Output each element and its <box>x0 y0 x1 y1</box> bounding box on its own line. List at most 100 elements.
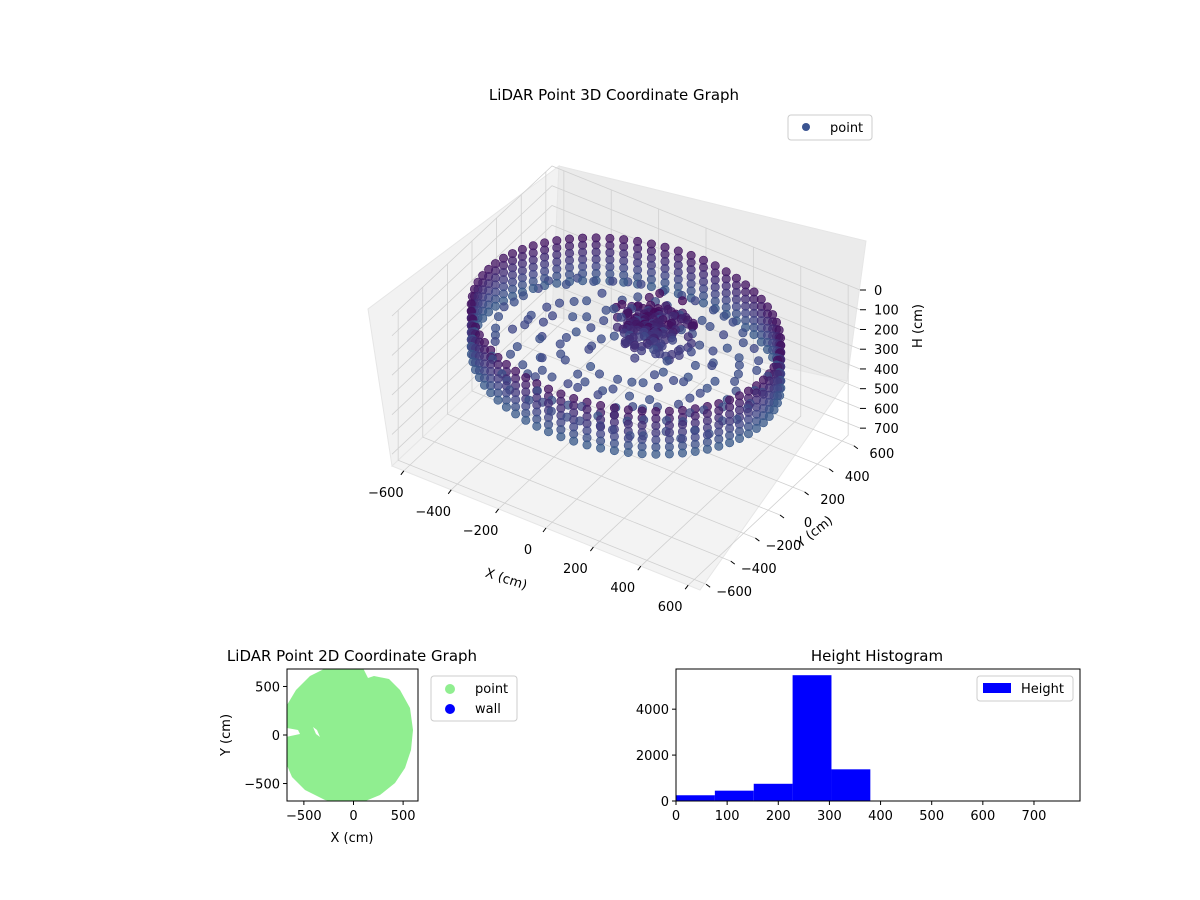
axes-histogram <box>675 668 1081 802</box>
legend-3d-label: point <box>830 121 863 136</box>
point-3d <box>552 278 562 288</box>
point-3d <box>743 429 753 439</box>
y-tick-label-3d: −200 <box>766 539 802 554</box>
legend-2d-label-point: point <box>475 682 508 697</box>
point-3d <box>733 369 743 379</box>
point-3d <box>674 350 684 360</box>
grid-line-y <box>397 310 707 585</box>
point-3d <box>501 402 511 412</box>
point-3d <box>582 296 592 306</box>
x-tick-3d <box>637 565 642 571</box>
legend-2d-label-wall: wall <box>475 702 501 717</box>
y-tick-label-3d: −600 <box>716 585 752 600</box>
legend-2d: point wall <box>430 675 518 722</box>
point-3d <box>547 372 557 382</box>
point-3d <box>690 360 700 370</box>
point-3d <box>719 311 729 321</box>
point-3d <box>734 353 744 363</box>
point-3d <box>569 296 579 306</box>
legend-2d-marker-point <box>445 684 455 694</box>
point-3d <box>702 444 712 454</box>
point-3d <box>624 391 634 401</box>
point-3d <box>573 382 583 392</box>
point-3d <box>596 334 606 344</box>
z-tick-label-3d: 400 <box>874 363 899 378</box>
point-3d <box>518 291 528 301</box>
point-3d <box>542 302 552 312</box>
point-3d <box>633 292 643 302</box>
grid-line-x <box>403 170 565 472</box>
point-3d <box>669 375 679 385</box>
point-3d <box>511 409 521 419</box>
point-3d <box>537 365 547 375</box>
x-tick-label-histogram: 600 <box>970 809 995 824</box>
point-3d <box>613 374 623 384</box>
point-3d <box>619 277 629 287</box>
point-3d <box>751 423 761 433</box>
legend-3d-marker <box>802 123 810 131</box>
x-axis-2d: −500 0 500 <box>286 801 416 824</box>
point-3d <box>668 335 678 345</box>
point-3d <box>695 388 705 398</box>
point-3d <box>714 441 724 451</box>
point-3d <box>646 282 656 292</box>
point-3d <box>664 449 674 459</box>
point-3d <box>649 370 659 380</box>
point-3d <box>738 328 748 338</box>
point-3d <box>597 288 607 298</box>
point-3d <box>589 276 599 286</box>
point-3d <box>609 331 619 341</box>
point-3d <box>493 312 503 322</box>
plot-2d: LiDAR Point 2D Coordinate Graph −500 0 500… <box>219 647 518 846</box>
point-3d <box>722 343 732 353</box>
point-3d <box>677 296 687 306</box>
point-3d <box>719 330 729 340</box>
point-3d <box>505 349 515 359</box>
point-3d <box>582 312 592 322</box>
point-3d <box>608 384 618 394</box>
point-3d <box>499 302 509 312</box>
point-3d <box>554 298 564 308</box>
point-3d <box>651 449 661 459</box>
point-3d <box>677 448 687 458</box>
point-3d <box>543 427 553 437</box>
point-3d <box>568 312 578 322</box>
y-tick-3d <box>804 491 809 496</box>
point-3d <box>532 421 542 431</box>
point-3d <box>586 361 596 371</box>
point-3d <box>662 356 672 366</box>
point-3d <box>734 360 744 370</box>
point-3d <box>764 411 774 421</box>
point-3d <box>749 343 759 353</box>
point-3d <box>594 369 604 379</box>
histogram-bar <box>714 790 754 801</box>
point-3d <box>698 298 708 308</box>
histogram-bar <box>792 675 832 801</box>
legend-3d-box <box>787 114 873 141</box>
point-3d <box>555 339 565 349</box>
point-3d <box>655 288 665 298</box>
z-tick-label-3d: 500 <box>874 383 899 398</box>
point-3d <box>556 432 566 442</box>
x-tick-label-histogram: 0 <box>672 809 680 824</box>
x-tick-label-3d: −200 <box>463 524 499 539</box>
legend-histogram: Height <box>976 675 1074 702</box>
point-3d <box>490 301 500 311</box>
point-3d <box>645 395 655 405</box>
point-3d <box>697 315 707 325</box>
point-area-2d <box>287 669 413 801</box>
x-tick-label-3d: 400 <box>610 581 635 596</box>
point-3d <box>520 320 530 330</box>
point-3d <box>608 276 618 286</box>
point-3d <box>728 317 738 327</box>
y-tick-3d <box>705 583 711 588</box>
x-tick-label-histogram: 300 <box>817 809 842 824</box>
grid-line-z <box>391 205 861 356</box>
grid-line-x <box>687 285 849 586</box>
legend-3d: point <box>787 114 873 141</box>
x-tick-label-3d: −600 <box>368 486 404 501</box>
point-3d <box>609 304 619 314</box>
point-3d <box>725 438 735 448</box>
x-tick-label-histogram: 500 <box>919 809 944 824</box>
